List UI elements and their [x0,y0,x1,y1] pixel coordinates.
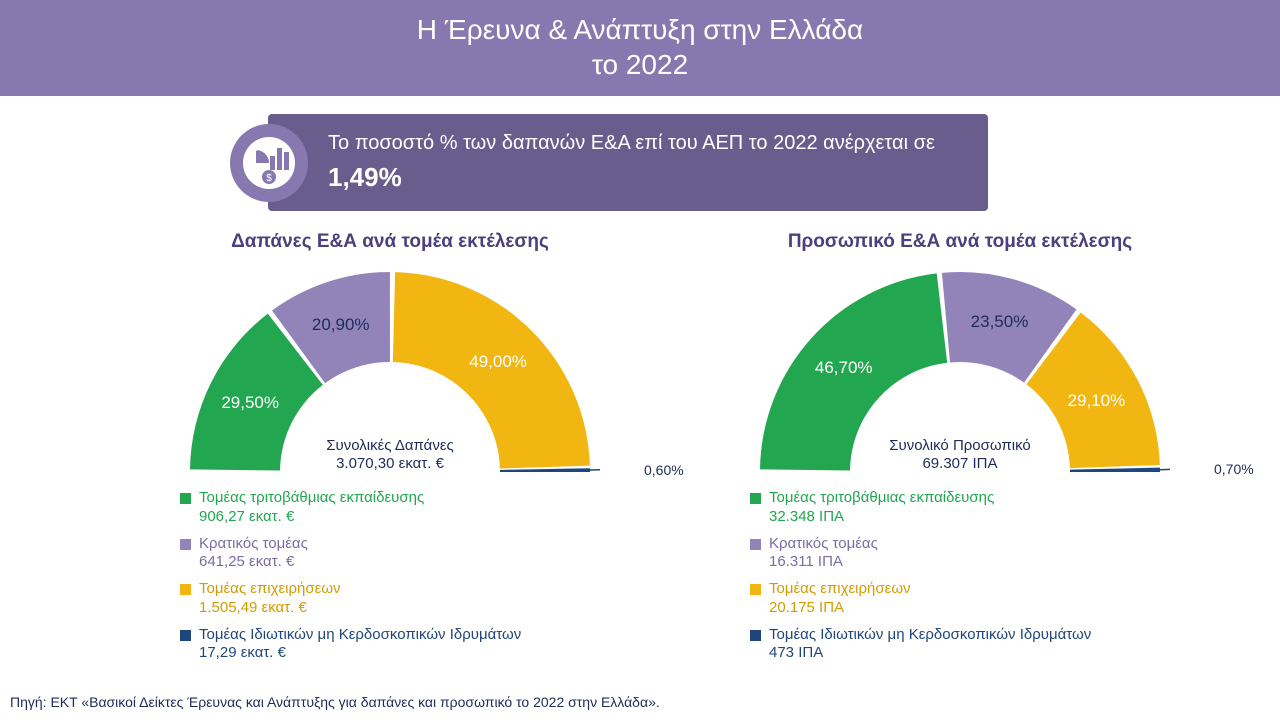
expenditure-legend-item-tertiary: Τομέας τριτοβάθμιας εκπαίδευσης906,27 εκ… [180,489,630,527]
expenditure-center-value: 3.070,30 εκατ. € [290,455,490,473]
expenditure-segment-tertiary-pct: 29,50% [221,393,279,413]
personnel-legend-swatch-state [750,539,761,550]
expenditure-chart-block: Δαπάνες Ε&Α ανά τομέα εκτέλεσης Συνολικέ… [150,231,630,671]
info-banner: Το ποσοστό % των δαπανών Ε&Α επί του ΑΕΠ… [268,114,988,211]
personnel-legend-swatch-business [750,584,761,595]
personnel-legend-item-state: Κρατικός τομέας16.311 ΙΠΑ [750,535,1200,573]
expenditure-legend-swatch-nonprofit [180,630,191,641]
expenditure-segment-state-pct: 20,90% [312,315,370,335]
personnel-segment-nonprofit-pct: 0,70% [1214,461,1254,477]
expenditure-legend-item-nonprofit: Τομέας Ιδιωτικών μη Κερδοσκοπικών Ιδρυμά… [180,626,630,664]
expenditure-legend-swatch-business [180,584,191,595]
personnel-center-text: Συνολικό Προσωπικό 69.307 ΙΠΑ [860,437,1060,473]
personnel-legend-text-nonprofit: Τομέας Ιδιωτικών μη Κερδοσκοπικών Ιδρυμά… [769,626,1091,664]
expenditure-legend-swatch-state [180,539,191,550]
personnel-donut-wrap: Συνολικό Προσωπικό 69.307 ΙΠΑ 46,70% 23,5… [750,267,1170,477]
personnel-legend: Τομέας τριτοβάθμιας εκπαίδευσης32.348 ΙΠ… [750,489,1200,663]
svg-text:$: $ [266,173,272,184]
personnel-chart-title: Προσωπικό Ε&Α ανά τομέα εκτέλεσης [720,231,1200,253]
personnel-legend-text-state: Κρατικός τομέας16.311 ΙΠΑ [769,535,878,573]
expenditure-center-label: Συνολικές Δαπάνες [290,437,490,455]
stats-icon: % $ [230,124,308,202]
info-banner-pct: 1,49% [328,162,402,192]
personnel-center-label: Συνολικό Προσωπικό [860,437,1060,455]
page-header: Η Έρευνα & Ανάπτυξη στην Ελλάδα το 2022 [0,0,1280,96]
expenditure-chart-title: Δαπάνες Ε&Α ανά τομέα εκτέλεσης [150,231,630,253]
expenditure-segment-nonprofit [500,468,590,472]
source-citation: Πηγή: ΕΚΤ «Βασικοί Δείκτες Έρευνας και Α… [10,694,660,710]
personnel-legend-swatch-tertiary [750,493,761,504]
personnel-center-value: 69.307 ΙΠΑ [860,455,1060,473]
expenditure-segment-nonprofit-pct: 0,60% [644,462,684,478]
expenditure-legend-item-business: Τομέας επιχειρήσεων1.505,49 εκατ. € [180,580,630,618]
personnel-segment-tertiary-pct: 46,70% [815,358,873,378]
personnel-chart-block: Προσωπικό Ε&Α ανά τομέα εκτέλεσης Συνολι… [720,231,1200,671]
expenditure-center-text: Συνολικές Δαπάνες 3.070,30 εκατ. € [290,437,490,473]
personnel-legend-item-nonprofit: Τομέας Ιδιωτικών μη Κερδοσκοπικών Ιδρυμά… [750,626,1200,664]
info-banner-row: % $ Το ποσοστό % των δαπανών Ε&Α επί του… [230,114,1280,211]
expenditure-legend-swatch-tertiary [180,493,191,504]
personnel-segment-business-pct: 29,10% [1068,391,1126,411]
expenditure-donut-wrap: Συνολικές Δαπάνες 3.070,30 εκατ. € 29,50… [180,267,600,477]
expenditure-legend: Τομέας τριτοβάθμιας εκπαίδευσης906,27 εκ… [180,489,630,663]
header-line-1: Η Έρευνα & Ανάπτυξη στην Ελλάδα [0,12,1280,47]
expenditure-legend-text-nonprofit: Τομέας Ιδιωτικών μη Κερδοσκοπικών Ιδρυμά… [199,626,521,664]
charts-row: Δαπάνες Ε&Α ανά τομέα εκτέλεσης Συνολικέ… [0,231,1280,671]
expenditure-legend-item-state: Κρατικός τομέας641,25 εκατ. € [180,535,630,573]
personnel-legend-swatch-nonprofit [750,630,761,641]
svg-text:%: % [254,143,263,154]
personnel-legend-item-business: Τομέας επιχειρήσεων20.175 ΙΠΑ [750,580,1200,618]
expenditure-legend-text-business: Τομέας επιχειρήσεων1.505,49 εκατ. € [199,580,341,618]
personnel-legend-text-business: Τομέας επιχειρήσεων20.175 ΙΠΑ [769,580,911,618]
expenditure-legend-text-state: Κρατικός τομέας641,25 εκατ. € [199,535,308,573]
personnel-legend-text-tertiary: Τομέας τριτοβάθμιας εκπαίδευσης32.348 ΙΠ… [769,489,994,527]
personnel-legend-item-tertiary: Τομέας τριτοβάθμιας εκπαίδευσης32.348 ΙΠ… [750,489,1200,527]
expenditure-legend-text-tertiary: Τομέας τριτοβάθμιας εκπαίδευσης906,27 εκ… [199,489,424,527]
info-banner-text: Το ποσοστό % των δαπανών Ε&Α επί του ΑΕΠ… [328,132,935,154]
personnel-segment-state-pct: 23,50% [971,312,1029,332]
personnel-segment-nonprofit [1070,468,1160,472]
header-line-2: το 2022 [0,47,1280,82]
expenditure-segment-business-pct: 49,00% [469,352,527,372]
